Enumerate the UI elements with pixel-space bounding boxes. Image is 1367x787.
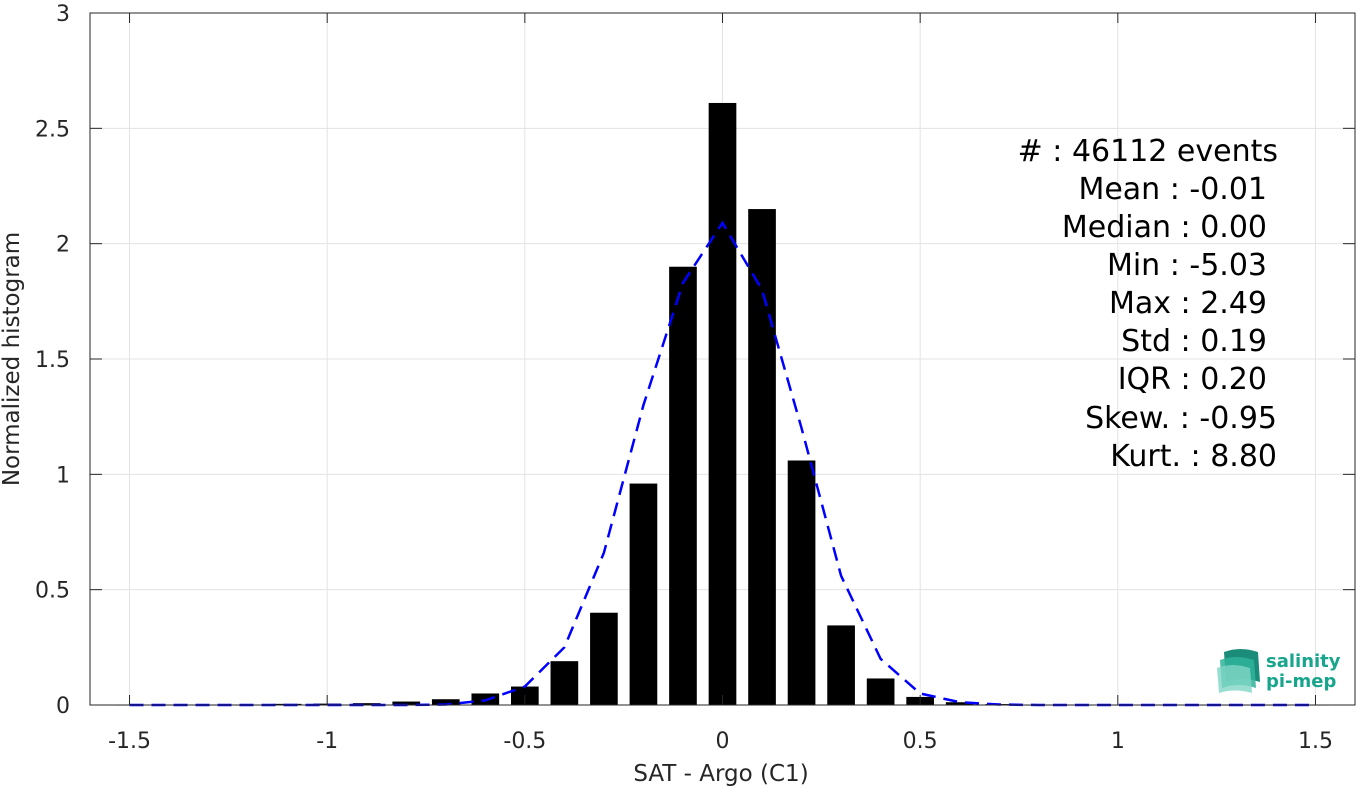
histogram-bar [431, 699, 460, 705]
x-tick-label: 1.5 [1298, 729, 1333, 754]
histogram-bar [550, 661, 579, 705]
axis-ticks [90, 12, 1355, 706]
x-tick-label: -1.5 [108, 729, 151, 754]
y-tick-labels: 0 0.5 1 1.5 2 2.5 3 [35, 2, 70, 719]
salinity-pi-mep-logo: salinity pi-mep [1217, 649, 1341, 693]
fit-curve-layer [129, 220, 1316, 707]
histogram-bar [748, 209, 776, 706]
logo-line2: pi-mep [1266, 671, 1336, 692]
stats-iqr: IQR : 0.20 [1118, 362, 1267, 397]
y-tick-label: 2 [56, 233, 70, 258]
stats-min: Min : -5.03 [1107, 248, 1267, 283]
logo-line1: salinity [1266, 651, 1341, 672]
histogram-bar [787, 460, 816, 705]
x-tick-label: 1 [1111, 729, 1125, 754]
histogram-bar [708, 102, 737, 705]
x-tick-label: -1 [316, 729, 338, 754]
x-tick-label: 0.5 [903, 729, 938, 754]
stats-mean: Mean : -0.01 [1078, 172, 1267, 207]
y-tick-label: 3 [56, 2, 70, 27]
y-tick-label: 1.5 [35, 348, 70, 373]
stats-count: # : 46112 events [1018, 134, 1278, 169]
y-tick-label: 0.5 [35, 579, 70, 604]
histogram-bar [669, 266, 697, 705]
histogram-bar [629, 483, 658, 705]
y-axis-title: Normalized histogram [0, 232, 25, 486]
y-tick-label: 2.5 [35, 117, 70, 142]
stats-median: Median : 0.00 [1062, 210, 1267, 245]
x-tick-labels: -1.5 -1 -0.5 0 0.5 1 1.5 [108, 729, 1333, 754]
histogram-bar [866, 678, 895, 705]
histogram-bar [827, 625, 855, 705]
stats-std: Std : 0.19 [1121, 324, 1267, 359]
histogram-bars [115, 102, 1330, 706]
y-tick-label: 0 [56, 694, 70, 719]
histogram-bar [392, 701, 421, 705]
x-axis-title: SAT - Argo (C1) [633, 761, 808, 787]
y-tick-label: 1 [56, 463, 70, 488]
stats-max: Max : 2.49 [1109, 286, 1267, 321]
logo-waves-icon [1217, 649, 1260, 693]
histogram-bar [590, 612, 618, 705]
x-tick-label: 0 [716, 729, 730, 754]
stats-kurt: Kurt. : 8.80 [1110, 439, 1277, 474]
stats-box: # : 46112 events Mean : -0.01 Median : 0… [1018, 134, 1278, 474]
stats-skew: Skew. : -0.95 [1085, 401, 1277, 436]
x-tick-label: -0.5 [503, 729, 546, 754]
histogram-bar [352, 703, 381, 705]
histogram-bar [945, 702, 974, 705]
fit-curve-line [129, 220, 1316, 707]
